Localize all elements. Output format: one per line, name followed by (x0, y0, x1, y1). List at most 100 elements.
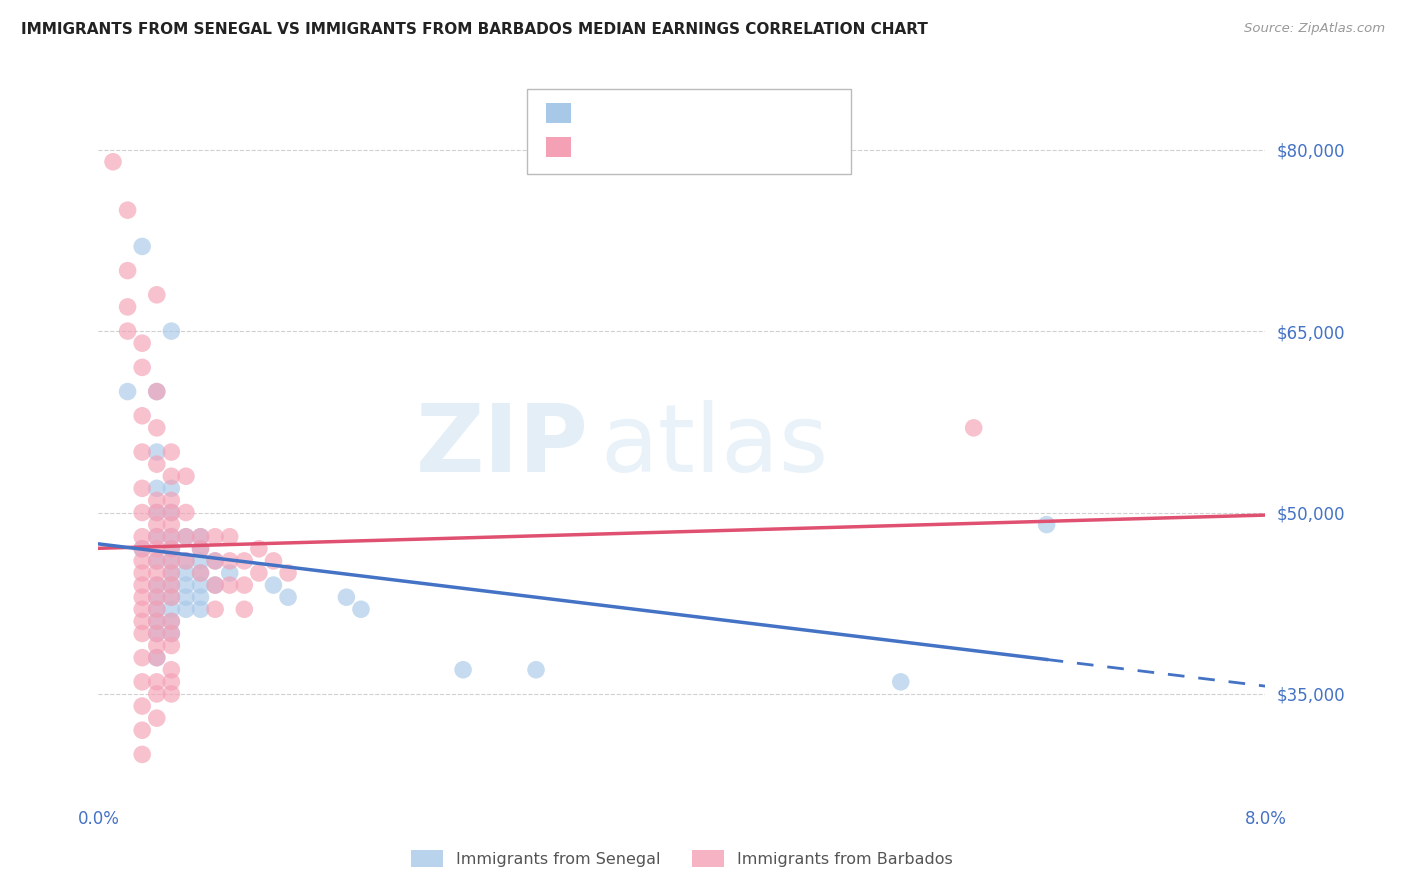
Point (146, 615, 169, 629)
Point (218, 566, 240, 580)
Text: N =: N = (693, 106, 730, 120)
Point (146, 457, 169, 471)
Point (277, 566, 299, 580)
Point (174, 566, 197, 580)
Point (146, 384, 169, 399)
Point (146, 602, 169, 616)
Point (131, 590, 153, 604)
Point (160, 639, 183, 653)
Point (146, 711, 169, 725)
Text: ZIP: ZIP (416, 400, 589, 492)
Point (204, 578, 226, 592)
Point (1035, 517, 1057, 532)
Point (174, 578, 197, 592)
Point (160, 469, 183, 483)
Point (146, 288, 169, 302)
Point (131, 554, 153, 568)
Point (146, 687, 169, 701)
Point (174, 590, 197, 604)
Point (117, 263, 139, 277)
Point (160, 663, 183, 677)
Point (146, 650, 169, 665)
Point (131, 674, 153, 689)
Point (218, 578, 240, 592)
Point (174, 469, 197, 483)
Point (277, 590, 299, 604)
Point (146, 626, 169, 640)
Point (204, 530, 226, 544)
Text: 51: 51 (734, 106, 756, 120)
Point (190, 541, 212, 556)
Point (146, 554, 169, 568)
Point (131, 239, 153, 253)
Point (146, 590, 169, 604)
Point (117, 324, 139, 338)
Point (350, 602, 373, 616)
Point (262, 554, 284, 568)
Point (190, 530, 212, 544)
Point (101, 154, 124, 169)
Point (890, 674, 912, 689)
Point (146, 541, 169, 556)
Point (247, 541, 270, 556)
Point (160, 324, 183, 338)
Point (174, 602, 197, 616)
Point (160, 566, 183, 580)
Legend: Immigrants from Senegal, Immigrants from Barbados: Immigrants from Senegal, Immigrants from… (405, 844, 959, 873)
Point (262, 578, 284, 592)
Point (131, 723, 153, 738)
Point (160, 626, 183, 640)
Point (146, 615, 169, 629)
Point (160, 590, 183, 604)
Point (146, 578, 169, 592)
Point (204, 554, 226, 568)
Point (131, 360, 153, 375)
Point (174, 530, 197, 544)
Point (160, 517, 183, 532)
Point (160, 481, 183, 495)
Point (451, 663, 474, 677)
Point (146, 530, 169, 544)
Point (146, 517, 169, 532)
Point (160, 506, 183, 520)
Point (146, 506, 169, 520)
Point (146, 578, 169, 592)
Point (190, 602, 212, 616)
Point (204, 554, 226, 568)
Point (131, 747, 153, 762)
Point (146, 590, 169, 604)
Point (117, 203, 139, 218)
Point (146, 674, 169, 689)
Point (190, 566, 212, 580)
Point (131, 578, 153, 592)
Point (146, 602, 169, 616)
Point (160, 506, 183, 520)
Point (174, 530, 197, 544)
Point (146, 530, 169, 544)
Point (190, 590, 212, 604)
Point (131, 481, 153, 495)
Point (160, 687, 183, 701)
Point (131, 409, 153, 423)
Text: -0.010: -0.010 (623, 140, 681, 154)
Text: -0.239: -0.239 (623, 106, 681, 120)
Point (160, 541, 183, 556)
Point (247, 566, 270, 580)
Point (131, 602, 153, 616)
Point (146, 481, 169, 495)
Point (160, 615, 183, 629)
Text: N =: N = (693, 140, 730, 154)
Text: R =: R = (582, 106, 617, 120)
Point (190, 578, 212, 592)
Point (218, 554, 240, 568)
Point (131, 336, 153, 351)
Point (190, 554, 212, 568)
Point (131, 445, 153, 459)
Point (174, 554, 197, 568)
Point (160, 530, 183, 544)
Point (146, 626, 169, 640)
Point (160, 541, 183, 556)
Point (204, 578, 226, 592)
Text: R =: R = (582, 140, 617, 154)
Point (160, 602, 183, 616)
